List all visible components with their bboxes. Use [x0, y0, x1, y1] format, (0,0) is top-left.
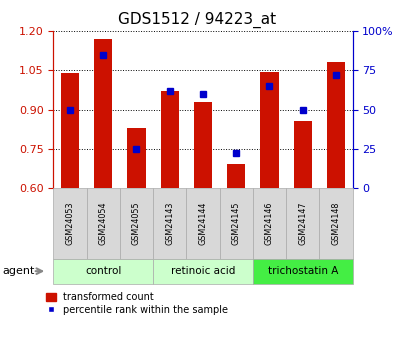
Bar: [293, 121, 311, 188]
Text: agent: agent: [2, 266, 34, 276]
Text: GSM24054: GSM24054: [99, 201, 108, 245]
Text: trichostatin A: trichostatin A: [267, 266, 337, 276]
Legend: transformed count, percentile rank within the sample: transformed count, percentile rank withi…: [46, 292, 228, 315]
Bar: [94, 39, 112, 188]
Bar: [326, 62, 344, 188]
Text: GSM24055: GSM24055: [132, 201, 141, 245]
Bar: [260, 72, 278, 188]
Bar: [227, 165, 245, 188]
Bar: [193, 102, 211, 188]
Text: GSM24144: GSM24144: [198, 202, 207, 245]
Text: GSM24053: GSM24053: [65, 201, 74, 245]
Text: GSM24147: GSM24147: [297, 201, 306, 245]
Text: GSM24143: GSM24143: [165, 202, 174, 245]
Bar: [160, 91, 178, 188]
Text: control: control: [85, 266, 121, 276]
Text: GSM24146: GSM24146: [264, 202, 273, 245]
Text: retinoic acid: retinoic acid: [170, 266, 235, 276]
Bar: [61, 73, 79, 188]
Text: GDS1512 / 94223_at: GDS1512 / 94223_at: [117, 12, 275, 28]
Bar: [127, 128, 145, 188]
Text: GSM24148: GSM24148: [330, 202, 339, 245]
Text: GSM24145: GSM24145: [231, 201, 240, 245]
